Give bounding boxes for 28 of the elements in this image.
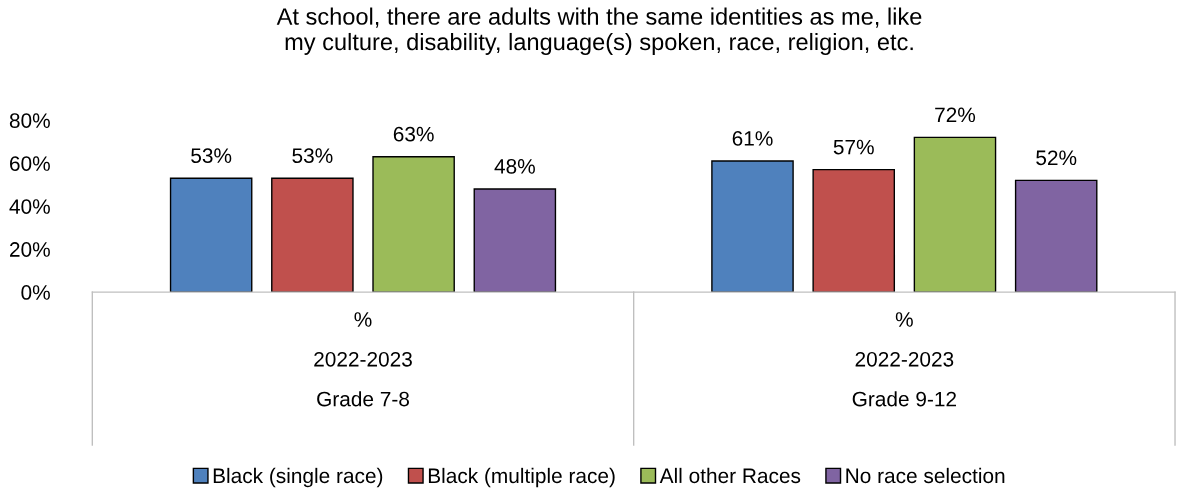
chart-title: At school, there are adults with the same identities as me, like my culture, disability, language(s) spoken, race, religion, etc. [276,7,922,55]
data-label: 57% [833,139,874,155]
bar [169,177,253,293]
bar [372,156,455,293]
bar [913,136,997,293]
data-label: 48% [494,159,535,174]
category-label: % 2022-2023 Grade 9-12 [852,312,956,407]
legend-label: Black (single race) [213,467,383,488]
y-tick-label: 40% [9,199,50,214]
legend-label: All other Races [659,467,801,484]
data-label: 53% [191,148,232,164]
data-label: 53% [292,148,333,164]
y-tick-label: 80% [9,113,50,128]
y-tick-label: 20% [10,242,50,257]
data-label: 63% [393,126,434,142]
y-tick-label: 60% [10,156,50,171]
bar [1014,179,1098,293]
bar [473,188,557,293]
legend-label: No race selection [846,467,1005,484]
data-label: 52% [1036,150,1077,166]
y-tick-label: 0% [21,285,50,300]
data-label: 72% [935,107,976,123]
bar [812,168,896,293]
data-label: 61% [732,131,773,146]
legend-label: Black (multiple race) [428,467,615,488]
category-label: % 2022-2023 Grade 7-8 [314,312,412,407]
bar [711,160,794,293]
bar [271,177,354,293]
